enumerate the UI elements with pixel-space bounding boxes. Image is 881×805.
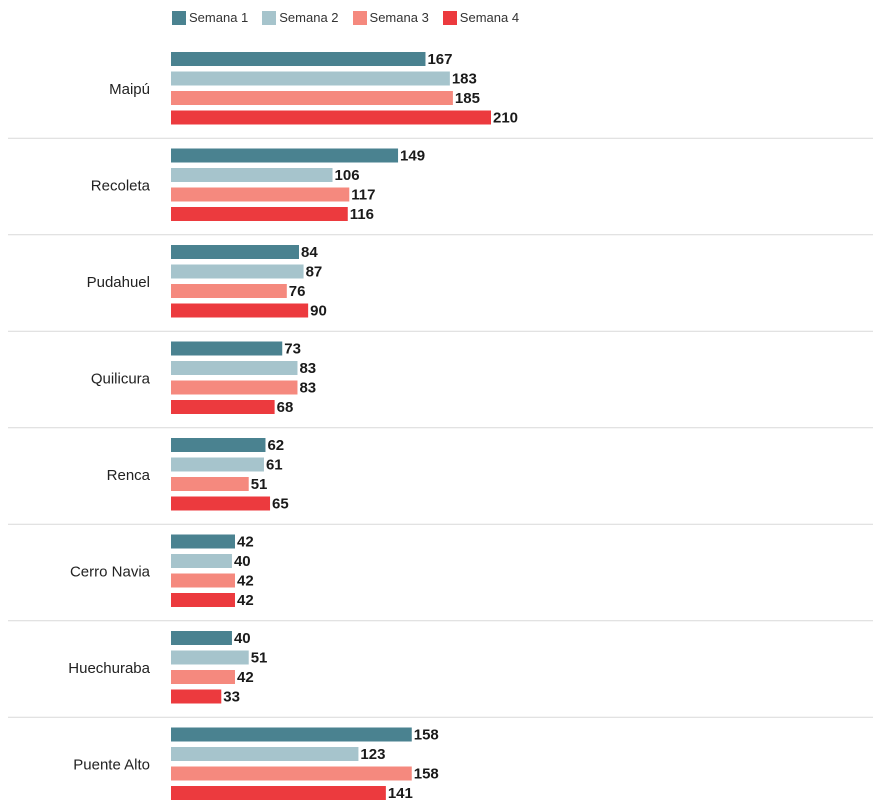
bar-cerro-navia-semana-2 [171,554,232,568]
bar-renca-semana-1 [171,438,266,452]
legend: Semana 1 Semana 2 Semana 3 Semana 4 [172,10,519,25]
legend-swatch-semana-4 [442,10,457,25]
value-label-maipu-semana-1: 167 [427,51,452,68]
category-label-cerro-navia: Cerro Navia [70,563,151,580]
bar-maipu-semana-2 [171,71,450,86]
category-label-puente-alto: Puente Alto [73,756,150,773]
value-label-pudahuel-semana-1: 84 [301,244,318,261]
value-label-cerro-navia-semana-2: 40 [234,553,251,570]
category-label-renca: Renca [107,467,151,484]
legend-label-semana-4: Semana 4 [459,10,520,25]
bar-renca-semana-4 [171,496,271,511]
bar-quilicura-semana-1 [171,341,283,356]
value-label-puente-alto-semana-4: 141 [388,785,413,802]
value-label-quilicura-semana-2: 83 [299,360,316,377]
legend-swatch-semana-1 [172,10,186,25]
bar-recoleta-semana-3 [171,187,350,202]
category-label-recoleta: Recoleta [91,177,151,194]
legend-swatch-semana-2 [262,10,277,25]
bar-maipu-semana-3 [171,91,453,105]
value-label-cerro-navia-semana-4: 42 [237,592,254,609]
legend-item-semana-3: Semana 3 [352,10,429,25]
value-label-huechuraba-semana-2: 51 [251,649,268,666]
category-label-huechuraba: Huechuraba [68,660,150,677]
legend-item-semana-2: Semana 2 [262,10,339,25]
bar-pudahuel-semana-1 [171,245,299,259]
legend-label-semana-3: Semana 3 [369,10,429,25]
bar-maipu-semana-4 [171,110,491,125]
bar-quilicura-semana-4 [171,400,275,414]
bar-cerro-navia-semana-1 [171,534,235,549]
value-label-renca-semana-2: 61 [266,456,283,473]
bar-renca-semana-2 [171,457,264,472]
bar-recoleta-semana-2 [171,168,333,182]
bar-quilicura-semana-3 [171,380,298,395]
legend-label-semana-2: Semana 2 [279,10,339,25]
value-label-recoleta-semana-3: 117 [351,186,375,203]
category-label-quilicura: Quilicura [91,370,151,387]
value-label-puente-alto-semana-1: 158 [414,726,439,743]
bar-puente-alto-semana-1 [171,727,412,742]
bar-maipu-semana-1 [171,52,426,66]
bar-quilicura-semana-2 [171,361,298,375]
value-label-renca-semana-4: 65 [272,495,289,512]
bar-recoleta-semana-4 [171,207,348,221]
bar-renca-semana-3 [171,477,249,491]
value-label-pudahuel-semana-2: 87 [306,263,323,280]
legend-item-semana-1: Semana 1 [172,10,248,25]
value-label-maipu-semana-3: 185 [455,90,480,107]
value-label-maipu-semana-4: 210 [493,109,518,126]
value-label-recoleta-semana-1: 149 [400,147,425,164]
value-label-puente-alto-semana-3: 158 [414,765,439,782]
value-label-huechuraba-semana-4: 33 [223,688,240,705]
bar-puente-alto-semana-3 [171,766,412,781]
category-label-maipu: Maipú [109,81,150,98]
bar-pudahuel-semana-4 [171,303,309,318]
legend-swatch-semana-3 [352,10,367,25]
value-label-huechuraba-semana-1: 40 [234,630,251,647]
value-label-renca-semana-3: 51 [251,476,268,493]
bar-cerro-navia-semana-4 [171,593,235,607]
value-label-pudahuel-semana-4: 90 [310,302,327,319]
value-label-renca-semana-1: 62 [267,437,284,454]
legend-label-semana-1: Semana 1 [189,10,249,25]
value-label-cerro-navia-semana-1: 42 [237,533,254,550]
bar-cerro-navia-semana-3 [171,573,235,588]
value-label-recoleta-semana-2: 106 [335,167,360,184]
value-label-huechuraba-semana-3: 42 [237,669,254,686]
bar-huechuraba-semana-3 [171,670,235,684]
value-label-pudahuel-semana-3: 76 [289,283,306,300]
bar-puente-alto-semana-2 [171,747,359,761]
legend-item-semana-4: Semana 4 [442,10,520,25]
bar-puente-alto-semana-4 [171,786,386,800]
value-label-quilicura-semana-1: 73 [284,340,301,357]
bar-pudahuel-semana-3 [171,284,287,298]
bar-pudahuel-semana-2 [171,264,304,279]
value-label-maipu-semana-2: 183 [452,70,477,87]
bar-huechuraba-semana-2 [171,650,249,665]
value-label-cerro-navia-semana-3: 42 [237,572,254,589]
bar-huechuraba-semana-1 [171,631,232,645]
category-label-pudahuel: Pudahuel [87,274,150,291]
value-label-quilicura-semana-3: 83 [299,379,316,396]
value-label-recoleta-semana-4: 116 [350,206,374,223]
value-label-quilicura-semana-4: 68 [277,399,294,416]
bar-recoleta-semana-1 [171,148,399,163]
bar-huechuraba-semana-4 [171,689,222,704]
value-label-puente-alto-semana-2: 123 [360,746,385,763]
